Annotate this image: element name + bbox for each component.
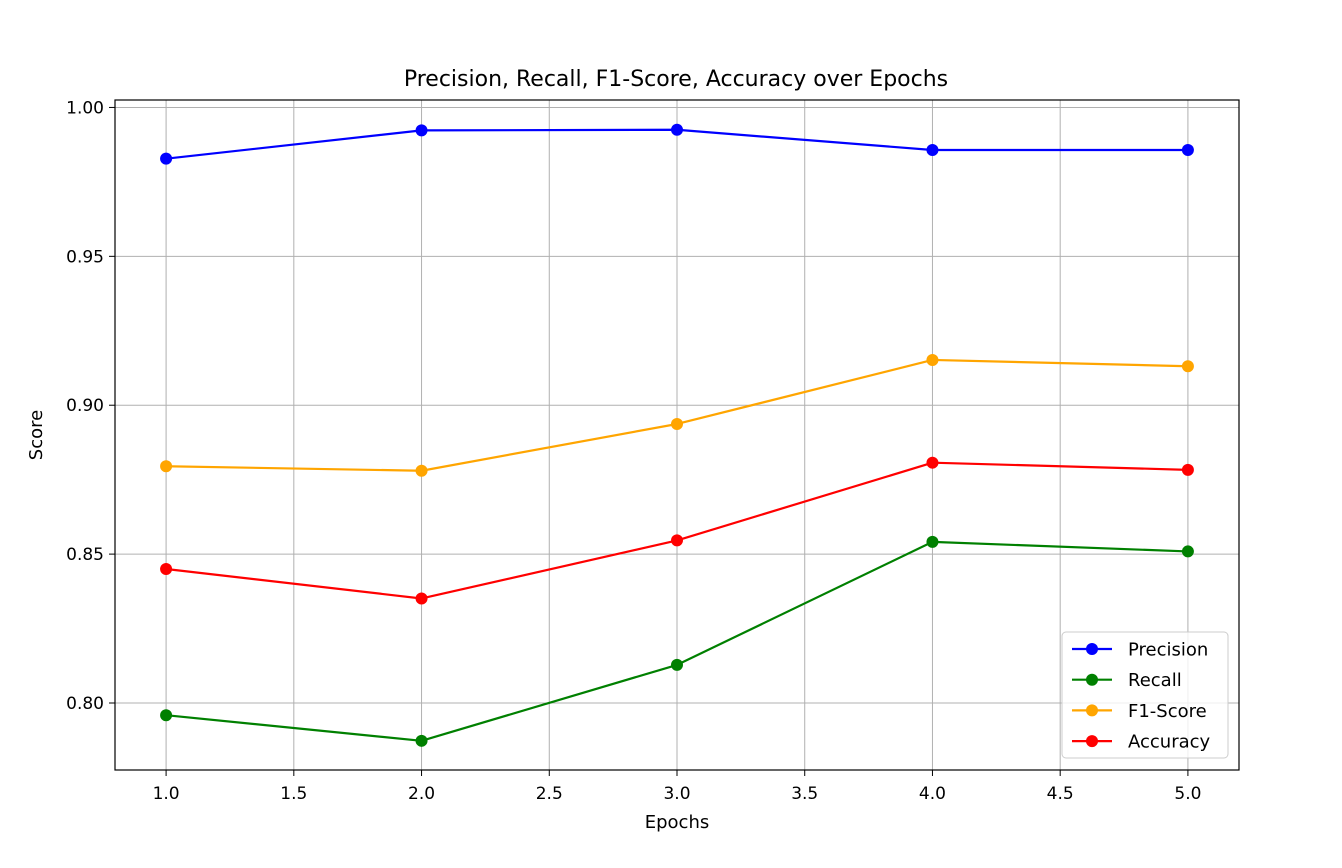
series-accuracy [160,456,1194,605]
f1-score-point [671,417,683,430]
x-axis-label: Epochs [645,812,710,833]
recall-point [926,535,939,548]
y-tick-label: 0.80 [66,694,104,714]
legend-label-accuracy: Accuracy [1128,732,1211,753]
series-recall [160,535,1194,747]
legend-box [1061,631,1229,759]
legend-marker-recall [1086,673,1098,686]
legend-entries: Precision Recall F1-Score Accuracy [1072,640,1211,753]
legend: Precision Recall F1-Score Accuracy [1061,631,1229,759]
precision-point [671,123,683,136]
recall-point [415,734,428,747]
legend-marker-precision [1086,643,1098,655]
recall-point [1181,545,1194,558]
series-precision [160,123,1194,165]
legend-marker-accuracy [1086,735,1098,748]
x-tick-label: 1.0 [153,784,180,804]
accuracy-point [415,592,428,605]
legend-label-f1-score: F1-Score [1128,701,1207,722]
legend-label-recall: Recall [1128,670,1182,691]
legend-label-precision: Precision [1128,640,1208,661]
precision-point [415,124,428,137]
y-axis-label: Score [26,410,47,460]
legend-marker-f1-score [1086,704,1098,717]
precision-point [1181,144,1194,157]
y-tick-label: 0.85 [66,545,104,565]
f1-score-point [1181,360,1194,373]
series-f1-score [160,353,1194,477]
x-tick-label: 4.0 [919,784,946,804]
legend-entry-precision: Precision [1072,640,1208,661]
chart-title: Precision, Recall, F1-Score, Accuracy ov… [404,67,948,92]
f1-score-point [926,353,939,366]
y-tick-label: 0.95 [66,247,104,267]
precision-point [160,152,173,165]
legend-entry-accuracy: Accuracy [1072,732,1211,753]
series-layer [160,123,1194,747]
legend-entry-f1-score: F1-Score [1072,701,1207,722]
x-tick-label: 1.5 [280,784,307,804]
recall-point [671,658,683,671]
y-tick-label: 0.90 [66,396,104,416]
x-tick-label: 2.5 [536,784,563,804]
accuracy-point [160,563,173,575]
f1-score-point [160,460,173,473]
f1-score-point [415,464,428,477]
x-tick-label: 2.0 [408,784,435,804]
x-tick-label: 5.0 [1174,784,1201,804]
x-tick-label: 3.0 [663,784,690,804]
precision-point [926,144,939,157]
x-tick-label: 4.5 [1047,784,1074,804]
legend-entry-recall: Recall [1072,670,1182,691]
x-tick-label: 3.5 [791,784,818,804]
y-axis-ticks: 0.80 0.85 0.90 0.95 1.00 [66,98,115,714]
y-tick-label: 1.00 [66,98,104,118]
grid [115,100,1239,770]
accuracy-point [926,456,939,469]
recall-point [160,709,173,722]
accuracy-point [1181,463,1194,476]
x-axis-ticks: 1.0 1.5 2.0 2.5 3.0 3.5 4.0 4.5 5.0 [153,770,1201,804]
accuracy-point [671,534,683,547]
